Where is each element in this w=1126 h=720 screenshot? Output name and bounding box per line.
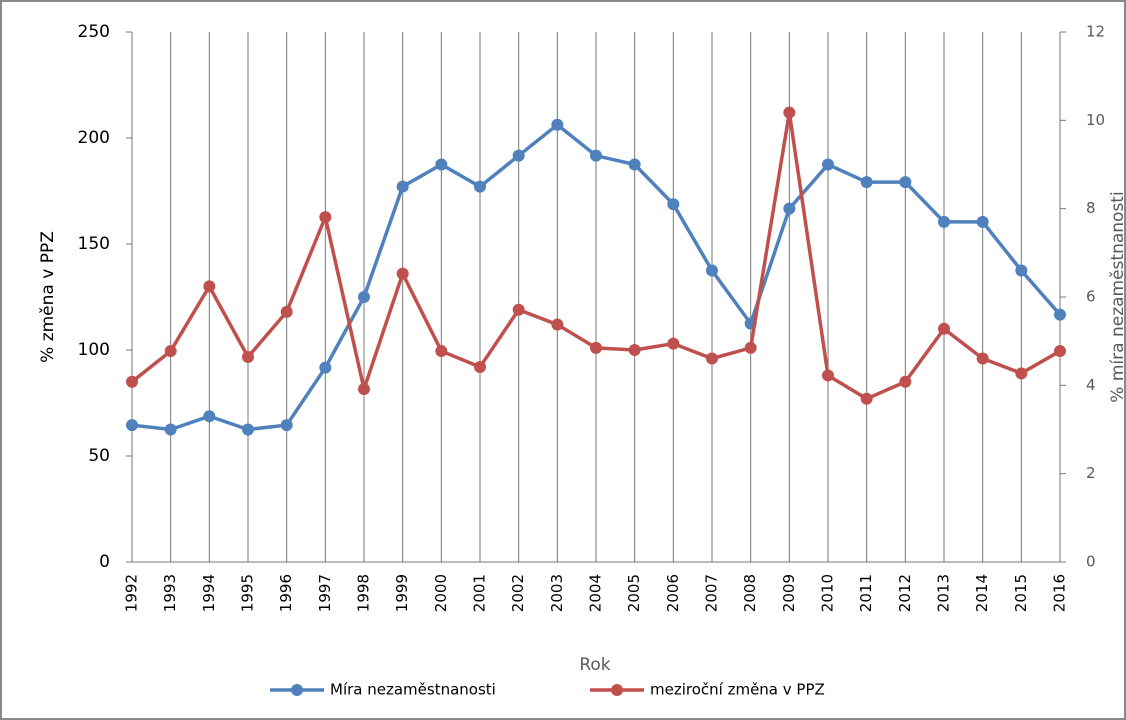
- point: [319, 211, 332, 224]
- y-tick-label: 150: [78, 234, 110, 254]
- point: [358, 383, 370, 396]
- point: [822, 158, 834, 171]
- legend-marker: [291, 684, 303, 696]
- point: [203, 280, 216, 293]
- point: [628, 344, 641, 356]
- point: [590, 341, 602, 354]
- x-tick-label: 1994: [200, 574, 218, 612]
- legend-marker: [611, 684, 623, 696]
- point: [164, 345, 177, 358]
- x-tick-label: 2006: [664, 574, 682, 612]
- point: [938, 215, 950, 228]
- point: [976, 215, 989, 228]
- point: [1054, 345, 1066, 358]
- x-tick-label: 2009: [780, 574, 798, 612]
- x-tick-label: 2003: [548, 574, 566, 612]
- x-tick-label: 1996: [277, 574, 295, 612]
- point: [512, 303, 525, 316]
- point: [474, 180, 486, 193]
- point: [590, 149, 602, 162]
- point: [435, 345, 448, 358]
- x-tick-label: 2014: [973, 574, 991, 612]
- point: [551, 318, 564, 331]
- point: [126, 375, 138, 388]
- point: [242, 423, 254, 436]
- point: [667, 337, 680, 350]
- y2-tick-label: 12: [1086, 23, 1105, 41]
- x-tick-label: 2004: [587, 574, 605, 612]
- point: [164, 423, 177, 436]
- point: [512, 149, 525, 162]
- point: [280, 305, 293, 318]
- x-tick-label: 2005: [625, 574, 643, 612]
- point: [242, 350, 254, 363]
- point: [783, 202, 796, 215]
- y-tick-label: 50: [88, 446, 110, 466]
- point: [396, 180, 409, 193]
- x-tick-label: 2015: [1012, 574, 1030, 612]
- point: [744, 341, 757, 354]
- x-tick-label: 2016: [1051, 574, 1069, 612]
- y-axis-label: % změna v PPZ: [38, 231, 58, 363]
- point: [474, 360, 486, 373]
- x-tick-label: 1998: [355, 574, 373, 612]
- y-tick-label: 250: [78, 22, 110, 42]
- point: [860, 392, 873, 405]
- x-tick-label: 1992: [123, 574, 141, 612]
- point: [435, 158, 448, 171]
- y2-tick-label: 0: [1086, 553, 1096, 571]
- point: [203, 410, 216, 423]
- y2-tick-label: 8: [1086, 199, 1096, 217]
- x-tick-label: 2002: [509, 574, 527, 612]
- x-axis-label: Rok: [579, 655, 610, 675]
- y-tick-label: 200: [78, 128, 110, 148]
- point: [822, 369, 834, 382]
- x-tick-label: 2001: [471, 574, 489, 612]
- point: [938, 322, 950, 335]
- y2-tick-label: 4: [1086, 376, 1096, 394]
- legend-label: meziroční změna v PPZ: [650, 681, 825, 699]
- point: [1054, 308, 1066, 321]
- point: [319, 361, 332, 374]
- y2-tick-label: 2: [1086, 464, 1096, 482]
- x-tick-label: 1995: [239, 574, 257, 612]
- point: [1015, 367, 1028, 380]
- x-tick-label: 1997: [316, 574, 334, 612]
- point: [860, 176, 873, 189]
- point: [783, 106, 796, 119]
- point: [551, 118, 564, 131]
- point: [358, 291, 370, 303]
- y-tick-label: 0: [99, 552, 110, 572]
- x-tick-label: 2008: [741, 574, 759, 612]
- x-tick-label: 2000: [432, 574, 450, 612]
- y2-tick-label: 6: [1086, 288, 1096, 306]
- point: [976, 352, 989, 365]
- point: [280, 419, 293, 432]
- y2-axis-label: % míra nezaměstnanosti: [1108, 191, 1126, 402]
- legend-label: Míra nezaměstnanosti: [330, 681, 496, 699]
- point: [667, 198, 680, 211]
- x-tick-label: 2011: [857, 574, 875, 612]
- x-tick-label: 2007: [703, 574, 721, 612]
- x-tick-label: 1999: [393, 574, 411, 612]
- point: [899, 176, 912, 189]
- x-tick-label: 2010: [819, 574, 837, 612]
- point: [126, 419, 138, 432]
- point: [899, 375, 912, 388]
- point: [1015, 264, 1028, 277]
- point: [706, 264, 718, 277]
- point: [396, 267, 409, 280]
- x-tick-label: 2013: [935, 574, 953, 612]
- x-tick-label: 2012: [896, 574, 914, 612]
- y-tick-label: 100: [78, 340, 110, 360]
- point: [706, 352, 718, 365]
- y2-tick-label: 10: [1086, 111, 1105, 129]
- point: [628, 158, 641, 171]
- x-tick-label: 1993: [161, 574, 179, 612]
